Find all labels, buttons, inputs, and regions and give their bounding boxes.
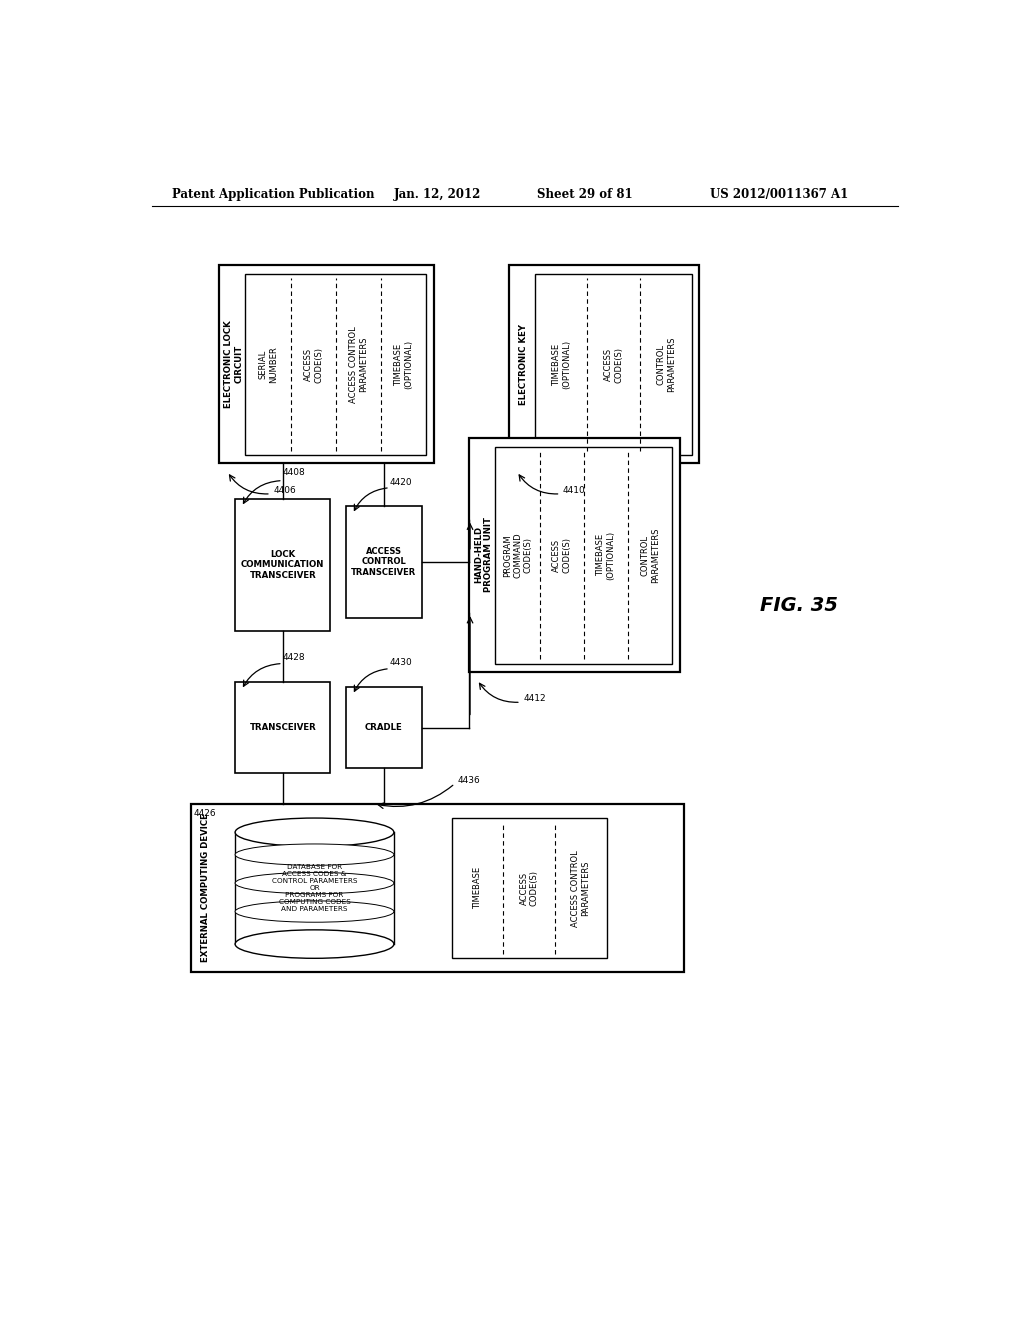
Text: HAND-HELD
PROGRAM UNIT: HAND-HELD PROGRAM UNIT: [474, 517, 494, 593]
Text: TRANSCEIVER: TRANSCEIVER: [250, 723, 316, 733]
Text: 4420: 4420: [390, 478, 413, 487]
Text: Patent Application Publication: Patent Application Publication: [172, 189, 374, 202]
Text: Jan. 12, 2012: Jan. 12, 2012: [394, 189, 481, 202]
Ellipse shape: [236, 843, 394, 866]
Text: FIG. 35: FIG. 35: [760, 597, 838, 615]
Text: SERIAL
NUMBER: SERIAL NUMBER: [258, 346, 278, 383]
Text: ACCESS
CODE(S): ACCESS CODE(S): [303, 347, 323, 383]
Bar: [509, 265, 699, 463]
Text: EXTERNAL COMPUTING DEVICE: EXTERNAL COMPUTING DEVICE: [202, 813, 210, 962]
Text: ACCESS
CONTROL
TRANSCEIVER: ACCESS CONTROL TRANSCEIVER: [351, 546, 417, 577]
Bar: [236, 499, 331, 631]
Bar: [191, 804, 684, 972]
Text: 4410: 4410: [563, 486, 586, 495]
Text: TIMEBASE
(OPTIONAL): TIMEBASE (OPTIONAL): [394, 341, 414, 389]
Text: PROGRAM
COMMAND
CODE(S): PROGRAM COMMAND CODE(S): [503, 532, 532, 578]
Bar: [219, 265, 433, 463]
Bar: [536, 275, 692, 455]
Ellipse shape: [236, 929, 394, 958]
Text: CRADLE: CRADLE: [366, 723, 402, 733]
Ellipse shape: [236, 818, 394, 846]
Text: CONTROL
PARAMETERS: CONTROL PARAMETERS: [641, 528, 660, 583]
Bar: [346, 506, 422, 618]
Text: 4412: 4412: [523, 694, 546, 704]
Bar: [236, 682, 331, 774]
Text: 4430: 4430: [390, 659, 413, 668]
Text: 4426: 4426: [194, 809, 216, 818]
Bar: [452, 818, 606, 958]
Text: 4406: 4406: [273, 486, 296, 495]
Ellipse shape: [236, 873, 394, 894]
Bar: [496, 447, 673, 664]
Text: ACCESS
CODE(S): ACCESS CODE(S): [604, 347, 624, 383]
Text: ELECTRONIC KEY: ELECTRONIC KEY: [519, 323, 527, 405]
Text: ACCESS CONTROL
PARAMETERS: ACCESS CONTROL PARAMETERS: [349, 326, 369, 403]
Text: ACCESS
CODE(S): ACCESS CODE(S): [552, 537, 571, 573]
Text: 4428: 4428: [283, 653, 305, 663]
Text: DATABASE FOR
ACCESS CODES &
CONTROL PARAMETERS
OR
PROGRAMS FOR
COMPUTING CODES
A: DATABASE FOR ACCESS CODES & CONTROL PARA…: [271, 865, 357, 912]
Bar: [346, 686, 422, 768]
Bar: [469, 438, 680, 672]
Bar: [246, 275, 426, 455]
Ellipse shape: [236, 900, 394, 923]
Text: TIMEBASE
(OPTIONAL): TIMEBASE (OPTIONAL): [596, 531, 615, 579]
Text: ELECTRONIC LOCK
CIRCUIT: ELECTRONIC LOCK CIRCUIT: [224, 321, 244, 408]
Text: 4436: 4436: [458, 776, 480, 785]
Text: ACCESS CONTROL
PARAMETERS: ACCESS CONTROL PARAMETERS: [571, 850, 591, 927]
Text: US 2012/0011367 A1: US 2012/0011367 A1: [710, 189, 848, 202]
Text: 4408: 4408: [283, 469, 305, 478]
Text: CONTROL
PARAMETERS: CONTROL PARAMETERS: [656, 337, 676, 392]
Text: Sheet 29 of 81: Sheet 29 of 81: [537, 189, 632, 202]
Text: ACCESS
CODE(S): ACCESS CODE(S): [519, 870, 539, 906]
Text: TIMEBASE
(OPTIONAL): TIMEBASE (OPTIONAL): [552, 341, 571, 389]
Text: TIMEBASE: TIMEBASE: [473, 867, 482, 909]
Text: LOCK
COMMUNICATION
TRANSCEIVER: LOCK COMMUNICATION TRANSCEIVER: [241, 550, 325, 579]
